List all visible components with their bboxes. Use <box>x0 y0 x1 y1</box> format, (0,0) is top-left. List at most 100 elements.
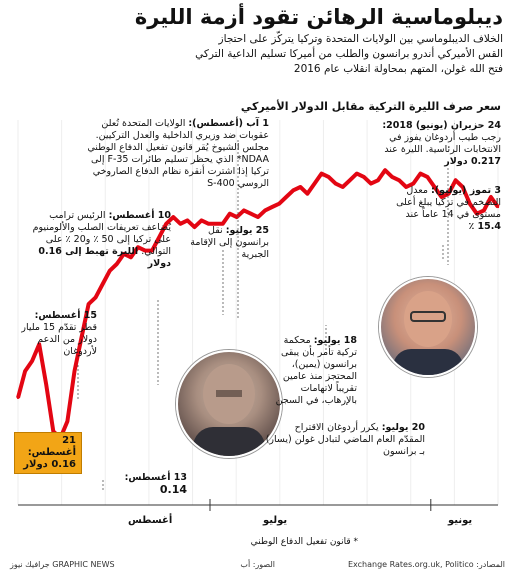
annotation-text: نقل برانسون إلى الإقامة الجبرية <box>190 225 269 260</box>
data-point <box>73 369 76 373</box>
data-point <box>285 195 288 199</box>
data-point <box>468 202 471 205</box>
annotation-text: محكمة تركية تأمر بأن يبقى برانسون (يمين)… <box>275 335 357 406</box>
data-point <box>52 430 55 433</box>
data-point <box>101 282 104 286</box>
annotation-value: 0.16 دولار <box>23 459 76 470</box>
data-point <box>405 185 408 189</box>
annotation-aug10: 10 أغسطس: الرئيس ترامب يُضاعف تعريفات ال… <box>31 210 171 270</box>
subtitle-line: فتح الله غولن، المتهم بمحاولة انقلاب عام… <box>293 63 503 75</box>
annotation-date: 24 حزيران (يونيو) 2018: <box>382 120 501 131</box>
data-point <box>129 256 133 259</box>
data-point <box>115 262 119 266</box>
data-point <box>214 222 217 225</box>
data-point <box>87 302 90 306</box>
annotation-date: 25 يوليو: <box>225 225 269 236</box>
data-point <box>108 269 112 272</box>
data-point <box>122 252 126 256</box>
annotation-aug15: 15 أغسطس: قطر تقدّم 15 مليار دولار من ال… <box>15 310 97 358</box>
annotation-date: 18 يوليو: <box>313 335 357 346</box>
data-point <box>94 296 97 299</box>
data-point <box>292 189 295 192</box>
annotation-jul18: 18 يوليو: محكمة تركية تأمر بأن يبقى بران… <box>273 335 357 407</box>
data-point <box>440 195 443 199</box>
data-point <box>186 219 189 222</box>
data-point <box>143 249 147 252</box>
annotation-aug1: 1 آب (أغسطس): الولايات المتحدة تُعلن عقو… <box>79 118 269 190</box>
annotation-date: 20 يوليو: <box>381 422 425 433</box>
brunson-photo <box>379 277 477 377</box>
data-point <box>263 209 267 212</box>
annotation-date: 15 أغسطس: <box>34 310 97 321</box>
data-point <box>179 222 182 225</box>
data-point <box>45 383 48 386</box>
data-point <box>299 185 302 189</box>
annotation-jun24: 24 حزيران (يونيو) 2018: رجب طيب أردوغان … <box>371 120 501 168</box>
footer-photos: الصور: أب <box>240 560 275 569</box>
x-tick-label: يوليو <box>263 515 288 526</box>
data-point <box>242 209 246 212</box>
data-point <box>454 179 457 182</box>
x-tick-label: يونيو <box>448 515 473 526</box>
gulen-photo <box>176 350 282 458</box>
data-point <box>362 175 366 179</box>
data-point <box>482 209 486 212</box>
x-axis-note: * قانون تفعيل الدفاع الوطني <box>250 537 358 547</box>
data-point <box>221 222 224 225</box>
annotation-jul3: 3 تموز (يوليو): معدل التضخم في تركيا يبل… <box>383 185 501 233</box>
annotation-aug13: 13 أغسطس: 0.14 <box>117 472 187 497</box>
annotation-date: 21 أغسطس: <box>27 435 76 458</box>
data-point <box>249 212 253 215</box>
annotation-date: 13 أغسطس: <box>124 472 187 483</box>
data-point <box>30 359 34 363</box>
annotation-date: 10 أغسطس: <box>108 210 171 221</box>
data-point <box>172 215 175 219</box>
annotation-aug21: 21 أغسطس: 0.16 دولار <box>14 432 82 474</box>
data-point <box>150 249 154 252</box>
subtitle-line: الخلاف الديبلوماسي بين الولايات المتحدة … <box>218 33 503 45</box>
data-point <box>320 172 323 175</box>
data-point <box>426 175 429 179</box>
annotation-date: 3 تموز (يوليو): <box>430 185 501 196</box>
data-point <box>419 172 422 175</box>
data-point <box>228 212 231 215</box>
data-point <box>235 215 238 219</box>
page-title: ديبلوماسية الرهائن تقود أزمة الليرة <box>134 5 503 29</box>
annotation-jul20: 20 يوليو: يكرر أردوغان الاقتراح المقدّم … <box>265 422 425 458</box>
footer-sources: المصادر: Exchange Rates.org.uk, Politico <box>348 560 505 569</box>
data-point <box>193 225 196 229</box>
data-point <box>412 182 415 185</box>
data-point <box>165 222 168 225</box>
person-icon <box>193 364 265 456</box>
data-point <box>66 420 69 423</box>
annotation-text: قطر تقدّم 15 مليار دولار من الدعم لأردوغ… <box>21 322 97 357</box>
data-point <box>433 185 436 189</box>
data-point <box>489 195 493 199</box>
data-point <box>348 179 351 182</box>
annotation-date: 1 آب (أغسطس): <box>188 118 269 129</box>
chart-title: سعر صرف الليرة التركية مقابل الدولار الأ… <box>240 100 501 113</box>
subtitle-line: القس الأميركي أندرو برانسون والطلب من أم… <box>195 48 503 60</box>
data-point <box>23 369 27 373</box>
annotation-value: الليرة تهبط إلى 0.16 دولار <box>38 246 171 269</box>
annotation-text: يكرر أردوغان الاقتراح المقدّم العام الما… <box>265 422 425 457</box>
data-point <box>341 185 344 189</box>
chart-area: سعر صرف الليرة التركية مقابل الدولار الأ… <box>8 100 507 570</box>
data-point <box>16 396 20 400</box>
data-point <box>200 219 203 222</box>
data-point <box>327 175 330 179</box>
data-point <box>398 179 401 182</box>
data-point <box>158 236 161 239</box>
annotation-jul25: 25 يوليو: نقل برانسون إلى الإقامة الجبري… <box>185 225 269 261</box>
data-point <box>390 175 394 179</box>
subtitle: الخلاف الديبلوماسي بين الولايات المتحدة … <box>12 32 503 77</box>
data-point <box>369 182 373 185</box>
data-point <box>38 343 41 346</box>
data-point <box>496 205 500 209</box>
data-point <box>256 215 260 219</box>
annotation-value: 15.4 ٪ <box>468 221 501 232</box>
footer-brand: GRAPHIC NEWS جرافيك نيوز <box>10 560 115 569</box>
data-point <box>313 182 316 185</box>
annotation-text: الرئيس ترامب يُضاعف تعريفات الصلب والألو… <box>32 210 171 257</box>
annotation-text: معدل التضخم في تركيا يبلغ أعلى مستوى في … <box>396 185 501 220</box>
